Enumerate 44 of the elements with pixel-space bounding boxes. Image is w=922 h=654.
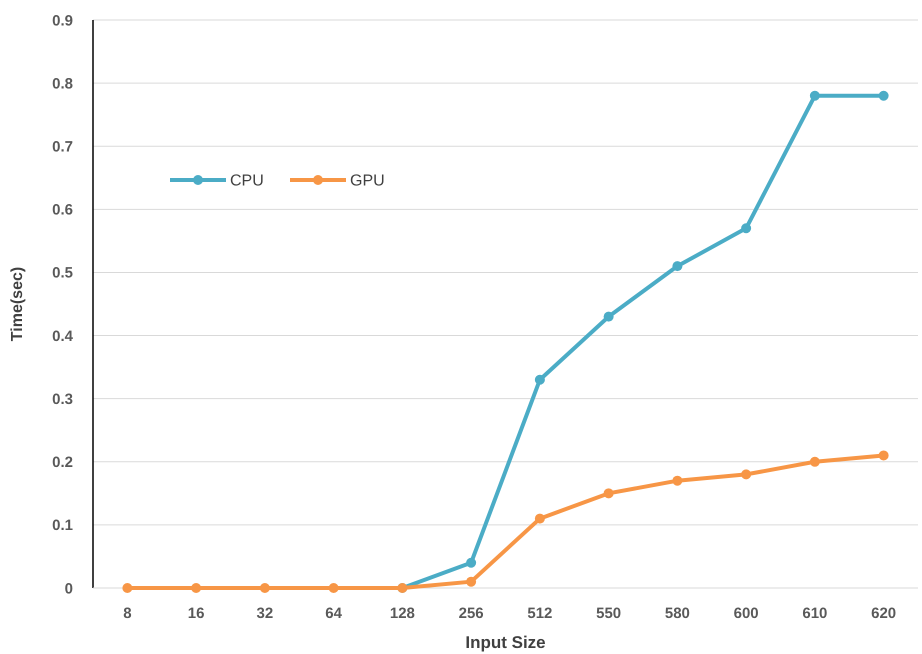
point xyxy=(810,456,820,467)
point xyxy=(534,514,545,524)
x-axis-title: Input Size xyxy=(465,633,546,652)
y-tick-label: 0.6 xyxy=(52,202,73,219)
x-tick-label: 8 xyxy=(123,605,132,622)
point xyxy=(466,576,476,587)
y-tick-label: 0.8 xyxy=(52,75,73,92)
x-tick-label: 256 xyxy=(458,605,484,622)
y-tick-label: 0.5 xyxy=(52,264,73,282)
legend-label: GPU xyxy=(350,172,385,190)
point xyxy=(810,90,820,101)
x-tick-label: 128 xyxy=(390,605,415,622)
legend-label: CPU xyxy=(230,172,264,190)
y-tick-label: 0.1 xyxy=(52,517,73,534)
x-tick-label: 16 xyxy=(188,605,204,622)
y-tick-label: 0 xyxy=(64,580,73,598)
x-tick-label: 64 xyxy=(325,605,343,622)
x-tick-label: 32 xyxy=(256,605,274,622)
point xyxy=(741,469,752,480)
y-tick-label: 0.2 xyxy=(52,454,73,472)
x-tick-label: 620 xyxy=(871,605,896,622)
y-tick-label: 0.3 xyxy=(52,390,73,408)
y-tick-label: 0.7 xyxy=(52,138,73,156)
point xyxy=(878,90,889,101)
point xyxy=(328,583,339,593)
point xyxy=(534,374,545,385)
point xyxy=(672,261,682,272)
x-tick-label: 550 xyxy=(596,605,622,622)
y-tick-label: 0.9 xyxy=(52,12,73,30)
point xyxy=(878,450,889,460)
point xyxy=(672,476,682,486)
point xyxy=(191,583,202,593)
point xyxy=(466,558,476,568)
point xyxy=(122,583,132,593)
y-axis-title: Time(sec) xyxy=(9,266,26,342)
point xyxy=(604,312,614,322)
point xyxy=(604,488,614,498)
point xyxy=(741,223,752,234)
point xyxy=(260,583,270,593)
x-tick-label: 610 xyxy=(802,605,828,622)
x-tick-label: 512 xyxy=(527,605,552,622)
y-tick-label: 0.4 xyxy=(52,328,74,345)
x-tick-label: 600 xyxy=(734,605,759,622)
x-tick-label: 580 xyxy=(664,605,690,622)
